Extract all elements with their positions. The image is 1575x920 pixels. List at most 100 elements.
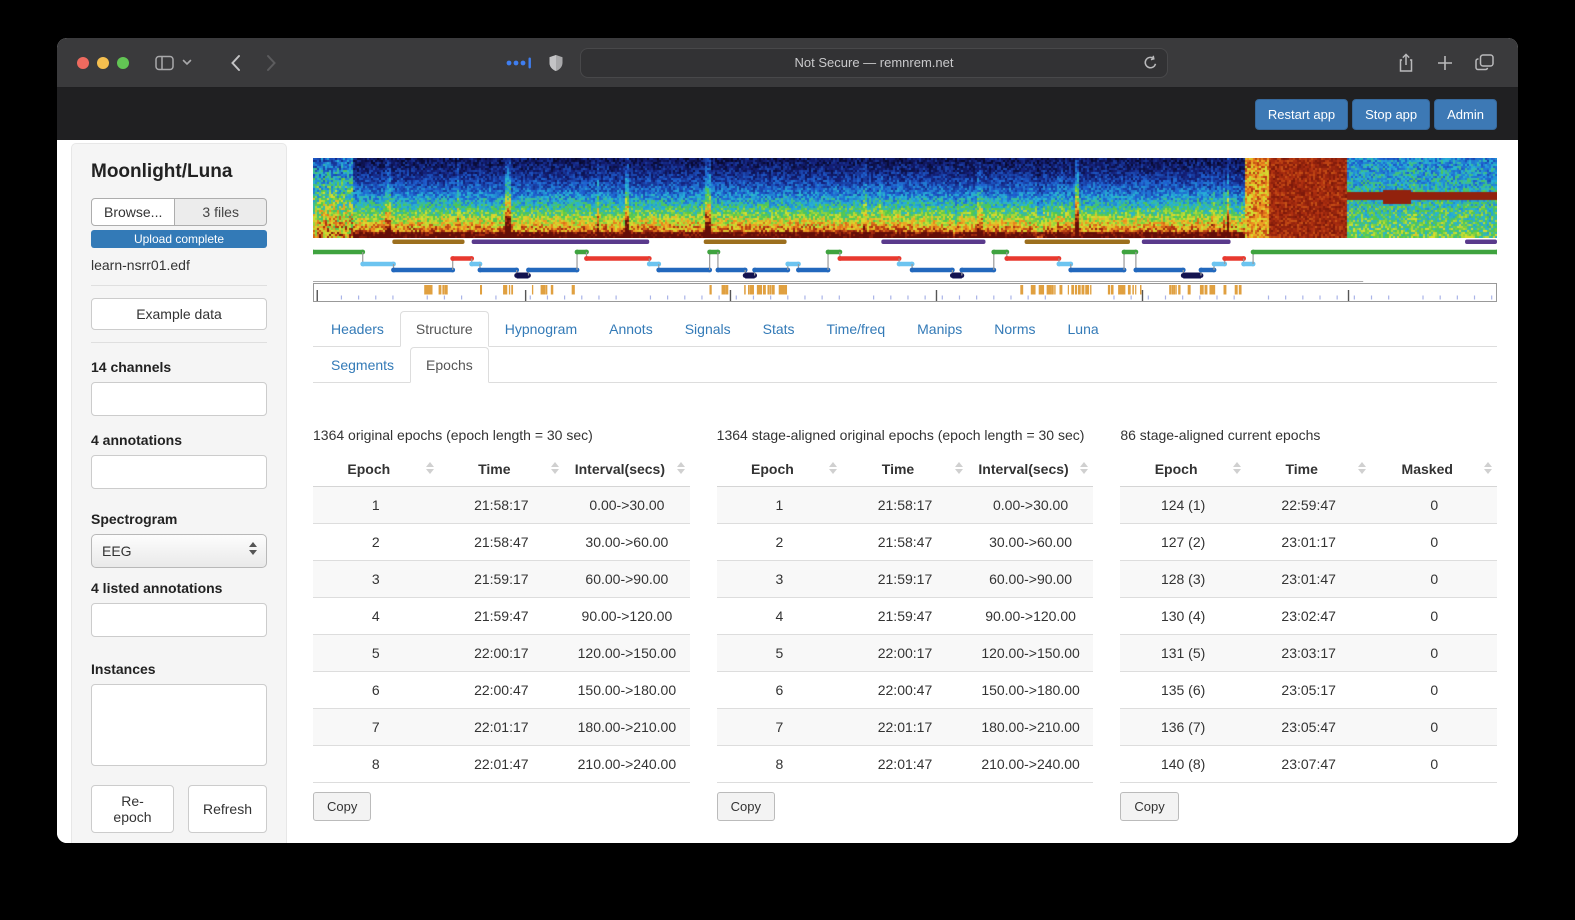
annotations-input[interactable] [91, 455, 267, 489]
sort-icon[interactable] [676, 462, 685, 474]
tab-headers[interactable]: Headers [331, 321, 384, 337]
spectrogram-select[interactable]: EEG [91, 534, 267, 568]
copy-button[interactable]: Copy [313, 792, 372, 821]
table-cell: 23:02:47 [1245, 597, 1372, 635]
stop-app-button[interactable]: Stop app [1352, 98, 1431, 130]
arousal-tick [1041, 285, 1045, 295]
instances-textarea[interactable] [91, 684, 267, 766]
sort-icon[interactable] [954, 462, 963, 474]
tab-annots[interactable]: Annots [609, 321, 653, 337]
arousal-tick [1132, 285, 1134, 295]
column-header-time[interactable]: Time [438, 452, 565, 487]
tab-group-dots-icon[interactable] [506, 57, 532, 69]
table-row: 140 (8) 23:07:47 0 [1120, 745, 1498, 783]
stage-dot [1068, 267, 1074, 273]
minor-tick [1302, 295, 1304, 300]
copy-button[interactable]: Copy [1120, 792, 1179, 821]
admin-button[interactable]: Admin [1434, 98, 1497, 130]
privacy-shield-icon[interactable] [548, 54, 564, 72]
arousal-tick [1081, 285, 1085, 295]
listed-annotations-input[interactable] [91, 603, 267, 637]
arousal-tick [1059, 285, 1063, 295]
arousal-tick [1122, 285, 1126, 295]
column-header-interval-secs-[interactable]: Interval(secs) [967, 452, 1094, 487]
tab-stats[interactable]: Stats [762, 321, 795, 337]
sort-icon[interactable] [1358, 462, 1367, 474]
column-header-epoch[interactable]: Epoch [1120, 452, 1246, 487]
address-bar[interactable]: Not Secure — remnrem.net [580, 47, 1168, 78]
sort-icon[interactable] [1484, 462, 1493, 474]
column-header-time[interactable]: Time [1245, 452, 1372, 487]
restart-app-button[interactable]: Restart app [1254, 98, 1349, 130]
chevron-down-icon[interactable] [182, 59, 192, 66]
stage-dot [450, 256, 456, 261]
re-epoch-button[interactable]: Re-epoch [91, 785, 174, 833]
back-button-icon[interactable] [230, 54, 241, 72]
column-header-time[interactable]: Time [842, 452, 968, 487]
refresh-button[interactable]: Refresh [187, 785, 267, 833]
arousal-tick [744, 285, 746, 295]
example-data-button[interactable]: Example data [91, 298, 267, 330]
sort-icon[interactable] [829, 462, 838, 474]
column-header-epoch[interactable]: Epoch [716, 452, 843, 487]
sidebar-toggle-icon[interactable] [155, 55, 175, 71]
arousal-tick [1173, 285, 1175, 295]
reload-icon[interactable] [1143, 55, 1158, 74]
stage-dot [1121, 249, 1127, 255]
tab-signals[interactable]: Signals [684, 321, 731, 337]
arousal-tick [1090, 285, 1092, 295]
table-cell: 0 [1371, 708, 1498, 746]
tab-norms[interactable]: Norms [994, 321, 1036, 337]
arousal-tick [1212, 285, 1216, 295]
table-cell: 6 [313, 671, 439, 709]
channels-input[interactable] [91, 382, 267, 416]
table-title: 1364 original epochs (epoch length = 30 … [313, 427, 593, 443]
copy-button[interactable]: Copy [716, 792, 776, 821]
tab-structure[interactable]: Structure [399, 311, 489, 347]
column-header-masked[interactable]: Masked [1371, 452, 1498, 487]
arousal-tick [1188, 285, 1191, 295]
stage-dot [896, 261, 902, 267]
minor-tick [598, 295, 600, 300]
hour-tick [1347, 290, 1350, 301]
hour-tick [524, 290, 527, 301]
stage-dot [1056, 261, 1062, 267]
minor-tick [1353, 295, 1355, 300]
sidebar: Moonlight/Luna Browse... 3 files Upload … [71, 143, 287, 843]
tab-segments[interactable]: Segments [331, 357, 395, 373]
arousal-tick [429, 285, 433, 295]
secondary-tabs: Segments Epochs [313, 347, 1497, 383]
column-header-epoch[interactable]: Epoch [313, 452, 439, 487]
minor-tick [1267, 295, 1270, 300]
tab-luna[interactable]: Luna [1067, 321, 1099, 337]
stage-dot [949, 273, 955, 278]
share-icon[interactable] [1397, 52, 1415, 73]
tab-manips[interactable]: Manips [917, 321, 963, 337]
minor-tick [1010, 295, 1012, 300]
tab-epochs[interactable]: Epochs [410, 347, 489, 383]
column-header-interval-secs-[interactable]: Interval(secs) [564, 452, 690, 487]
minor-tick [770, 295, 772, 300]
new-tab-plus-icon[interactable] [1437, 55, 1453, 71]
browse-button[interactable]: Browse... [91, 198, 176, 226]
minimize-window-button[interactable] [97, 56, 109, 69]
tab-hypnogram[interactable]: Hypnogram [504, 321, 578, 337]
sort-icon[interactable] [551, 462, 560, 474]
sort-icon[interactable] [1080, 462, 1089, 474]
minor-tick [1130, 295, 1132, 300]
table-cell: 180.00->210.00 [967, 708, 1094, 746]
zoom-window-button[interactable] [117, 56, 129, 69]
tab-time-freq[interactable]: Time/freq [826, 321, 886, 337]
minor-tick [958, 295, 961, 300]
sort-icon[interactable] [1232, 462, 1241, 474]
table-cell: 124 (1) [1120, 486, 1246, 524]
annotation-bar [1465, 239, 1497, 244]
close-window-button[interactable] [77, 56, 89, 69]
minor-tick [1182, 295, 1184, 300]
tab-overview-icon[interactable] [1475, 54, 1494, 71]
sort-icon[interactable] [425, 462, 434, 474]
table-cell: 22:01:47 [842, 745, 968, 783]
minor-tick [1147, 295, 1149, 300]
forward-button-icon[interactable] [266, 54, 277, 72]
table-cell: 23:01:47 [1245, 560, 1372, 598]
